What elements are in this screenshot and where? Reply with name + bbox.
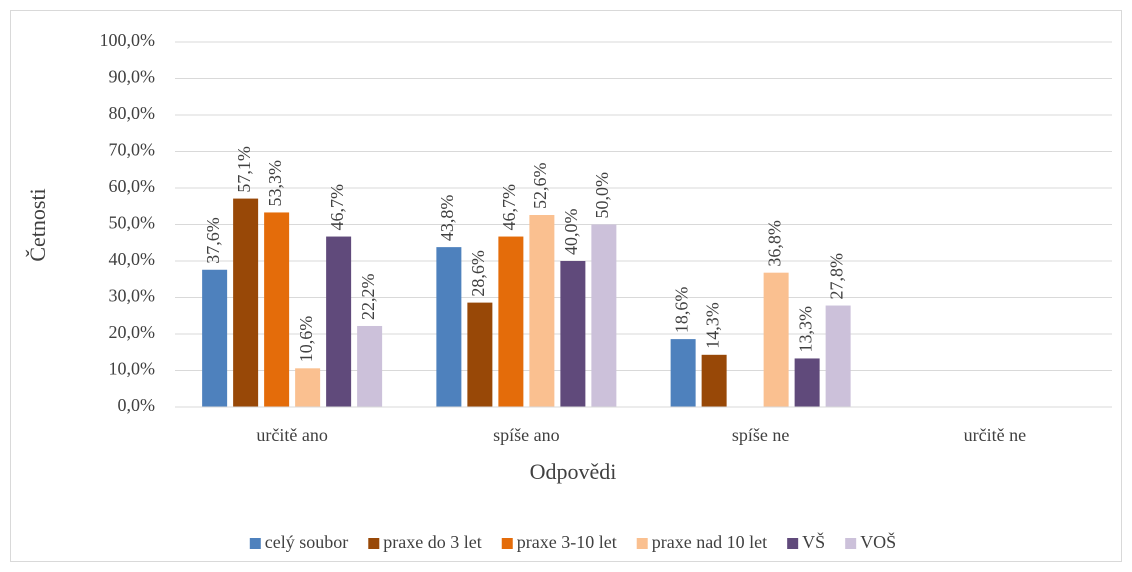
y-tick-label: 40,0% (109, 249, 156, 269)
legend-label: praxe 3-10 let (517, 532, 617, 552)
legend-label: praxe nad 10 let (652, 532, 767, 552)
bar (295, 368, 321, 407)
legend-swatch (845, 538, 857, 549)
data-label: 52,6% (530, 163, 550, 210)
y-tick-label: 60,0% (109, 176, 156, 196)
data-label: 18,6% (671, 287, 691, 334)
bar (763, 272, 789, 407)
data-label: 27,8% (826, 253, 846, 300)
legend-label: VOŠ (860, 531, 896, 552)
legend-label: celý soubor (265, 532, 348, 552)
bar (670, 339, 696, 407)
y-axis-title: Četnosti (25, 188, 50, 261)
y-tick-label: 80,0% (109, 103, 156, 123)
x-tick-label: určitě ano (256, 425, 327, 445)
bar (436, 247, 462, 407)
bar (467, 302, 493, 407)
bar (794, 358, 820, 407)
legend-label: VŠ (802, 531, 825, 552)
data-label: 46,7% (327, 184, 347, 231)
data-label: 14,3% (702, 302, 722, 349)
data-label: 40,0% (561, 209, 581, 256)
legend-swatch (636, 538, 648, 549)
y-tick-label: 50,0% (109, 213, 156, 233)
bar (498, 236, 524, 407)
y-tick-label: 10,0% (109, 359, 156, 379)
data-label: 36,8% (764, 220, 784, 267)
data-label: 46,7% (499, 184, 519, 231)
bar (825, 305, 851, 407)
x-tick-label: spíše ne (732, 425, 790, 445)
bar (701, 354, 727, 407)
x-axis-title: Odpovědi (530, 459, 617, 484)
y-tick-label: 30,0% (109, 286, 156, 306)
legend-swatch (249, 538, 261, 549)
x-tick-label: spíše ano (493, 425, 560, 445)
data-label: 37,6% (203, 217, 223, 264)
legend-label: praxe do 3 let (383, 532, 481, 552)
y-tick-label: 100,0% (100, 30, 156, 50)
bar (560, 261, 586, 407)
legend-swatch (787, 538, 799, 549)
bar (326, 236, 352, 407)
y-tick-label: 70,0% (109, 140, 156, 160)
data-label: 57,1% (234, 146, 254, 193)
bar (264, 212, 290, 407)
bar (202, 269, 228, 407)
bar (529, 215, 555, 407)
y-tick-label: 0,0% (118, 395, 156, 415)
legend-swatch (368, 538, 380, 549)
data-label: 43,8% (437, 195, 457, 242)
bar (233, 198, 259, 407)
x-tick-label: určitě ne (964, 425, 1026, 445)
data-label: 50,0% (592, 172, 612, 219)
data-label: 10,6% (296, 316, 316, 363)
data-label: 53,3% (265, 160, 285, 207)
bar (591, 224, 617, 407)
data-label: 28,6% (468, 250, 488, 297)
data-label: 13,3% (795, 306, 815, 353)
data-label: 22,2% (358, 273, 378, 320)
y-tick-label: 90,0% (109, 67, 156, 87)
bar (357, 325, 383, 407)
y-tick-label: 20,0% (109, 322, 156, 342)
legend-swatch (501, 538, 513, 549)
